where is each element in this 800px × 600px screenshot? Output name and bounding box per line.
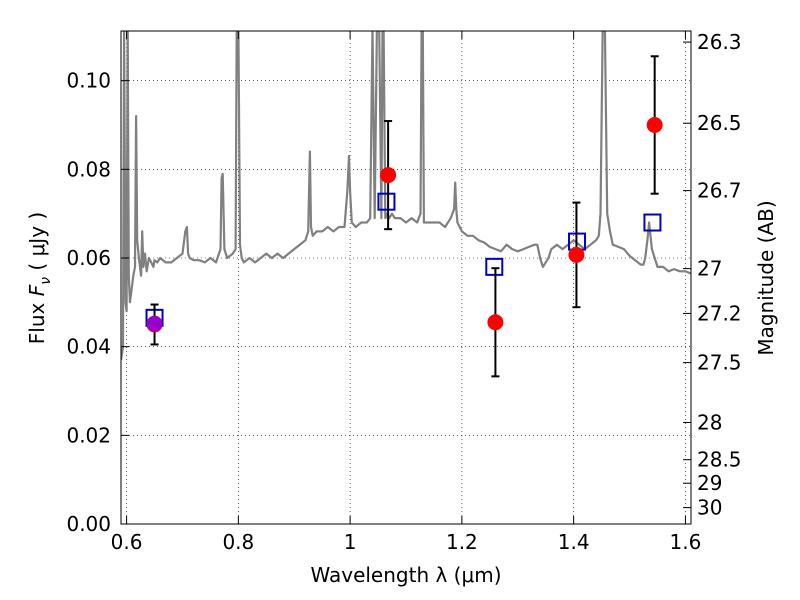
y-tick-label: 0.00 bbox=[66, 512, 111, 536]
right-tick-label: 26.3 bbox=[697, 30, 742, 54]
y-axis-label: Flux Fν ( μJy ) bbox=[25, 212, 54, 344]
points-layer bbox=[145, 55, 663, 378]
ticks-layer: 0.6 0.8 1 1.2 1.4 1.6 0.00 0.02 0.04 0.06 0.08 0.10… bbox=[66, 30, 741, 554]
model-square-marker bbox=[643, 213, 662, 232]
y-axis-label-subscript: ν bbox=[38, 277, 54, 285]
y-tick-label: 0.08 bbox=[66, 157, 111, 181]
right-tick-label: 29 bbox=[697, 471, 722, 495]
plot-area bbox=[121, 31, 691, 524]
spectrum-line bbox=[121, 31, 691, 361]
x-tick-label: 0.6 bbox=[111, 530, 143, 554]
y-tick-label: 0.06 bbox=[66, 246, 111, 270]
overlap-point-marker bbox=[146, 315, 163, 332]
observed-point-marker bbox=[646, 116, 663, 133]
right-tick-label: 28 bbox=[697, 410, 722, 434]
model-square-marker bbox=[377, 192, 396, 211]
plot-frame bbox=[120, 30, 692, 525]
right-tick-label: 27.2 bbox=[697, 301, 742, 325]
x-tick-label: 1 bbox=[344, 530, 357, 554]
y-axis-label-prefix: Flux bbox=[25, 296, 49, 344]
x-tick-label: 0.8 bbox=[222, 530, 254, 554]
observed-point-marker bbox=[568, 246, 585, 263]
y-axis-label-suffix: ( μJy ) bbox=[25, 212, 49, 277]
x-tick-label: 1.6 bbox=[670, 530, 702, 554]
x-tick-label: 1.4 bbox=[558, 530, 590, 554]
y-axis-label-right: Magnitude (AB) bbox=[754, 200, 778, 355]
observed-point-marker bbox=[487, 314, 504, 331]
right-tick-label: 30 bbox=[697, 496, 722, 520]
y-tick-label: 0.02 bbox=[66, 423, 111, 447]
right-tick-label: 27.5 bbox=[697, 351, 742, 375]
x-tick-label: 1.2 bbox=[446, 530, 478, 554]
y-tick-label: 0.04 bbox=[66, 335, 111, 359]
right-tick-label: 28.5 bbox=[697, 448, 742, 472]
right-tick-label: 26.7 bbox=[697, 179, 742, 203]
model-square-marker bbox=[485, 257, 504, 276]
spectrum-layer bbox=[121, 31, 691, 361]
y-axis-label-symbol: F bbox=[25, 284, 49, 296]
y-tick-label: 0.10 bbox=[66, 69, 111, 93]
observed-point-marker bbox=[380, 167, 397, 184]
x-axis-label: Wavelength λ (μm) bbox=[310, 563, 501, 587]
right-tick-label: 26.5 bbox=[697, 111, 742, 135]
right-tick-label: 27 bbox=[697, 257, 722, 281]
